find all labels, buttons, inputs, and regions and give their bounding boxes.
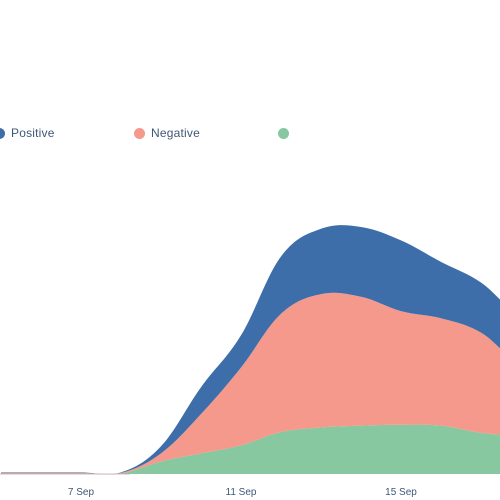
area-series-positive[interactable] [1,225,500,475]
x-tick-label: 15 Sep [385,487,417,498]
x-tick-label: 7 Sep [68,487,95,498]
legend-swatch-positive [0,127,5,139]
legend-item-positive[interactable]: Positive [0,124,55,142]
area-series-negative[interactable] [1,292,500,475]
legend-item-negative[interactable]: Negative [134,124,200,142]
legend-label-negative: Negative [151,126,200,140]
area-series-group [0,225,500,475]
x-tick-label: 11 Sep [226,487,257,498]
legend-label-positive: Positive [11,126,55,140]
legend: Positive Negative [0,124,500,142]
legend-swatch-unlabeled [278,127,289,139]
area-series-unlabeled[interactable] [1,424,500,475]
x-axis-ticks: 7 Sep 11 Sep 15 Sep [68,487,417,498]
legend-swatch-negative [134,127,145,139]
legend-item-unlabeled[interactable] [278,124,295,142]
